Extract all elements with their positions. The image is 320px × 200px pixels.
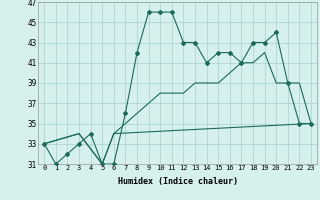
X-axis label: Humidex (Indice chaleur): Humidex (Indice chaleur) bbox=[118, 177, 238, 186]
